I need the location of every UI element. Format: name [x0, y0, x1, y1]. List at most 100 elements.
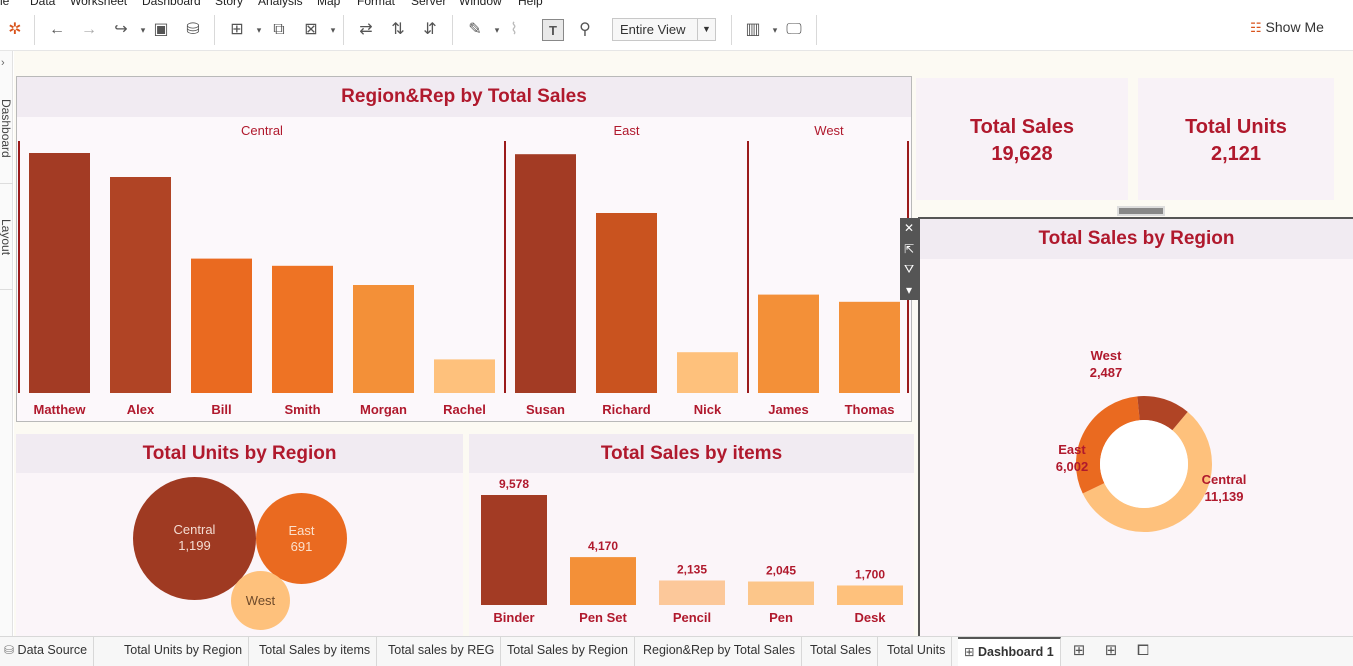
bubble-west[interactable]: West: [231, 571, 290, 630]
filter-icon[interactable]: ⛛: [903, 262, 915, 276]
toolbar-divider: [816, 15, 817, 45]
bar-label: Richard: [602, 402, 650, 417]
rep-sales-panel[interactable]: Region&Rep by Total Sales Matthew Alex Bil…: [16, 76, 912, 422]
fit-view-select[interactable]: Entire View ▼: [612, 18, 716, 41]
bar-pen-set[interactable]: [570, 557, 636, 605]
tab-label: Total Units by Region: [124, 643, 243, 657]
sales-by-region-panel[interactable]: Total Sales by Region Central 11,139 East 6…: [918, 217, 1353, 636]
bar-pencil[interactable]: [659, 580, 725, 605]
tab-region-rep-by-total-sales[interactable]: Region&Rep by Total Sales: [637, 637, 802, 666]
slice-central[interactable]: [1082, 411, 1212, 532]
clear-sheet-icon[interactable]: ⊠: [304, 21, 318, 38]
menu-worksheet[interactable]: Worksheet: [70, 0, 128, 8]
dashboard-tab[interactable]: Dashboard: [0, 99, 13, 158]
total-sales-kpi[interactable]: Total Sales 19,628: [916, 78, 1128, 200]
menu-file[interactable]: le: [0, 0, 10, 8]
units-by-region-panel[interactable]: Total Units by Region Central 1,199 East…: [16, 434, 463, 636]
units-chart-title: Total Units by Region: [16, 434, 463, 473]
value-label: 2,045: [766, 564, 796, 578]
save-icon[interactable]: ▣: [153, 21, 169, 38]
sort-ascending-icon[interactable]: ⇅: [391, 21, 405, 38]
bar-rachel[interactable]: [434, 359, 495, 393]
new-worksheet-icon[interactable]: ⊞: [230, 21, 244, 38]
bar-bill[interactable]: [191, 258, 252, 393]
tab-total-units-by-region[interactable]: Total Units by Region: [118, 637, 250, 666]
drag-handle[interactable]: [1117, 206, 1165, 216]
bar-pen[interactable]: [748, 581, 814, 605]
replay-icon[interactable]: ↪: [114, 21, 128, 38]
sheet-tab-bar: ⛁ Data Source Total Units by Region Tota…: [0, 636, 1353, 666]
tab-dashboard-1[interactable]: ⊞ Dashboard 1: [958, 637, 1061, 666]
bar-alex[interactable]: [110, 177, 171, 393]
tableau-logo-icon[interactable]: ✲: [8, 21, 22, 38]
bar-matthew[interactable]: [29, 153, 90, 393]
new-worksheet-dropdown-icon[interactable]: ▾: [256, 25, 262, 35]
menu-data[interactable]: Data: [30, 0, 56, 8]
tab-total-sales-by-region[interactable]: Total Sales by Region: [501, 637, 635, 666]
bubble-east[interactable]: East 691: [256, 493, 347, 584]
highlight-icon[interactable]: ✎: [468, 21, 482, 38]
new-datasource-icon[interactable]: ⛁: [186, 21, 200, 38]
sort-descending-icon[interactable]: ⇵: [423, 21, 437, 38]
more-options-icon[interactable]: ▾: [905, 282, 913, 297]
bar-richard[interactable]: [596, 213, 657, 393]
menu-map[interactable]: Map: [317, 0, 341, 8]
menu-format[interactable]: Format: [357, 0, 396, 8]
tab-total-sales-by-items[interactable]: Total Sales by items: [253, 637, 378, 666]
menu-help[interactable]: Help: [518, 0, 543, 8]
toolbar: ✲ ← → ↪ ▾ ▣ ⛁ ⊞ ▾ ⧉ ⊠ ▾ ⇄ ⇅ ⇵ ✎ ▾ ⌇ T ⚲ …: [0, 9, 1353, 51]
highlight-dropdown-icon[interactable]: ▾: [494, 25, 500, 35]
layout-tab[interactable]: Layout: [0, 219, 13, 256]
show-cards-icon[interactable]: ▥: [745, 21, 761, 38]
undo-icon[interactable]: ←: [49, 21, 65, 38]
open-worksheet-icon[interactable]: ⇱: [903, 241, 915, 256]
tab-total-sales[interactable]: Total Sales: [804, 637, 879, 666]
show-me-button[interactable]: ☷ Show Me: [1250, 19, 1324, 36]
menu-story[interactable]: Story: [215, 0, 244, 8]
duplicate-icon[interactable]: ⧉: [273, 21, 285, 38]
swap-icon[interactable]: ⇄: [359, 21, 373, 38]
bar-susan[interactable]: [515, 154, 576, 393]
clear-dropdown-icon[interactable]: ▾: [330, 25, 336, 35]
bar-nick[interactable]: [677, 352, 738, 393]
slice-label: East: [1058, 442, 1086, 457]
bar-thomas[interactable]: [839, 301, 900, 393]
new-story-icon[interactable]: ⧠: [1136, 642, 1149, 659]
pin-icon[interactable]: ⚲: [579, 21, 591, 38]
close-icon[interactable]: ✕: [903, 221, 915, 235]
bar-label: Desk: [854, 610, 886, 625]
bar-james[interactable]: [758, 294, 819, 393]
tab-label: Total Sales by items: [259, 643, 371, 657]
total-units-kpi[interactable]: Total Units 2,121: [1138, 78, 1334, 200]
value-label: 9,578: [499, 477, 529, 491]
replay-dropdown-icon[interactable]: ▾: [140, 25, 146, 35]
bar-morgan[interactable]: [353, 285, 414, 393]
toolbar-divider: [452, 15, 453, 45]
bubble-central[interactable]: Central 1,199: [133, 477, 256, 600]
bubble-label: East: [288, 523, 315, 538]
slice-east[interactable]: [1076, 396, 1141, 494]
presentation-mode-icon[interactable]: 🖵: [786, 21, 802, 38]
new-worksheet-icon[interactable]: ⊞: [1072, 642, 1086, 659]
menu-window[interactable]: Window: [459, 0, 502, 8]
menu-server[interactable]: Server: [411, 0, 447, 8]
new-dashboard-icon[interactable]: ⊞: [1104, 642, 1118, 659]
show-labels-icon[interactable]: T: [542, 19, 564, 41]
menu-analysis[interactable]: Analysis: [258, 0, 303, 8]
tab-total-units[interactable]: Total Units: [881, 637, 953, 666]
expand-pane-icon[interactable]: ›: [1, 57, 5, 69]
sales-by-items-panel[interactable]: Total Sales by items 9,578 Binder 4,170 Pen…: [469, 434, 914, 636]
group-icon[interactable]: ⌇: [510, 21, 518, 38]
slice-west[interactable]: [1137, 396, 1188, 431]
dashboard-canvas: Region&Rep by Total Sales Matthew Alex Bil…: [14, 51, 1353, 636]
bar-binder[interactable]: [481, 495, 547, 605]
tab-data-source[interactable]: ⛁ Data Source: [0, 637, 95, 666]
region-label: West: [814, 123, 844, 138]
show-cards-dropdown-icon[interactable]: ▾: [772, 25, 778, 35]
bar-smith[interactable]: [272, 265, 333, 393]
rail-divider: [0, 289, 13, 290]
bar-desk[interactable]: [837, 585, 903, 605]
redo-icon[interactable]: →: [81, 21, 97, 38]
menu-dashboard[interactable]: Dashboard: [142, 0, 201, 8]
tab-total-sales-by-reg[interactable]: Total sales by REG: [382, 637, 502, 666]
